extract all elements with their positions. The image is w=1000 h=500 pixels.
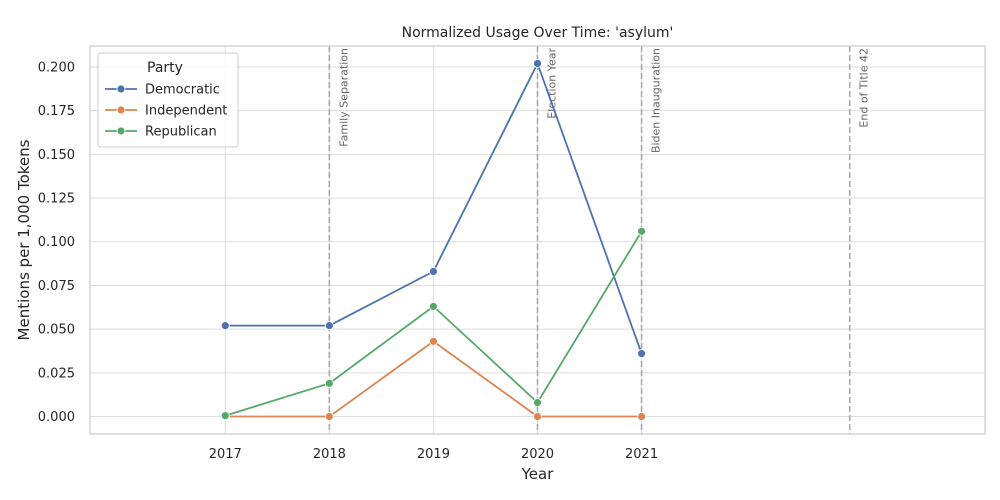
y-tick-label: 0.100	[38, 235, 75, 250]
data-point	[533, 398, 542, 407]
y-tick-label: 0.025	[38, 366, 75, 381]
event-label: End of Title 42	[858, 48, 871, 128]
y-tick-label: 0.075	[38, 279, 75, 294]
x-tick-label: 2019	[417, 447, 450, 462]
legend-label: Democratic	[145, 83, 220, 98]
data-point	[429, 336, 438, 346]
x-axis-label: Year	[521, 465, 555, 483]
legend-marker	[116, 105, 126, 115]
legend-marker	[116, 84, 126, 94]
y-tick-label: 0.150	[38, 148, 75, 163]
data-point	[324, 321, 334, 331]
y-tick-label: 0.200	[38, 60, 75, 75]
legend-box	[97, 52, 239, 148]
data-point	[637, 412, 646, 421]
data-point	[324, 378, 334, 388]
y-tick-label: 0.125	[38, 192, 75, 207]
event-label: Election Year	[546, 48, 559, 119]
chart-title: Normalized Usage Over Time: 'asylum'	[402, 25, 674, 41]
y-tick-label: 0.000	[38, 410, 75, 425]
data-point	[429, 302, 438, 311]
event-label: Biden Inauguration	[650, 48, 663, 153]
event-label: Family Separation	[337, 48, 350, 147]
x-tick-label: 2021	[625, 447, 658, 462]
data-point	[533, 412, 542, 421]
data-point	[324, 412, 334, 421]
y-tick-label: 0.050	[38, 323, 75, 338]
event-markers: Family Separation Election Year Biden Inau…	[328, 46, 871, 434]
axis-ticks: 0.000 0.025 0.050 0.075 0.100 0.125 0.150 0.175…	[38, 60, 658, 462]
legend-label: Independent	[145, 104, 227, 119]
data-point	[533, 59, 542, 68]
y-tick-label: 0.175	[38, 104, 75, 119]
series-group	[220, 59, 646, 421]
plot-frame	[89, 45, 986, 435]
data-point	[429, 267, 438, 276]
x-tick-label: 2020	[521, 447, 554, 462]
x-tick-label: 2018	[313, 447, 346, 462]
legend-label: Republican	[145, 125, 217, 140]
data-point	[220, 321, 230, 331]
legend: Party Democratic Independent Republican	[97, 52, 239, 148]
x-tick-label: 2017	[209, 447, 242, 462]
y-axis-label: Mentions per 1,000 Tokens	[15, 139, 33, 340]
data-point	[637, 226, 646, 236]
data-point	[637, 349, 646, 359]
data-point	[220, 411, 230, 421]
legend-marker	[116, 126, 126, 136]
legend-title: Party	[147, 60, 183, 76]
